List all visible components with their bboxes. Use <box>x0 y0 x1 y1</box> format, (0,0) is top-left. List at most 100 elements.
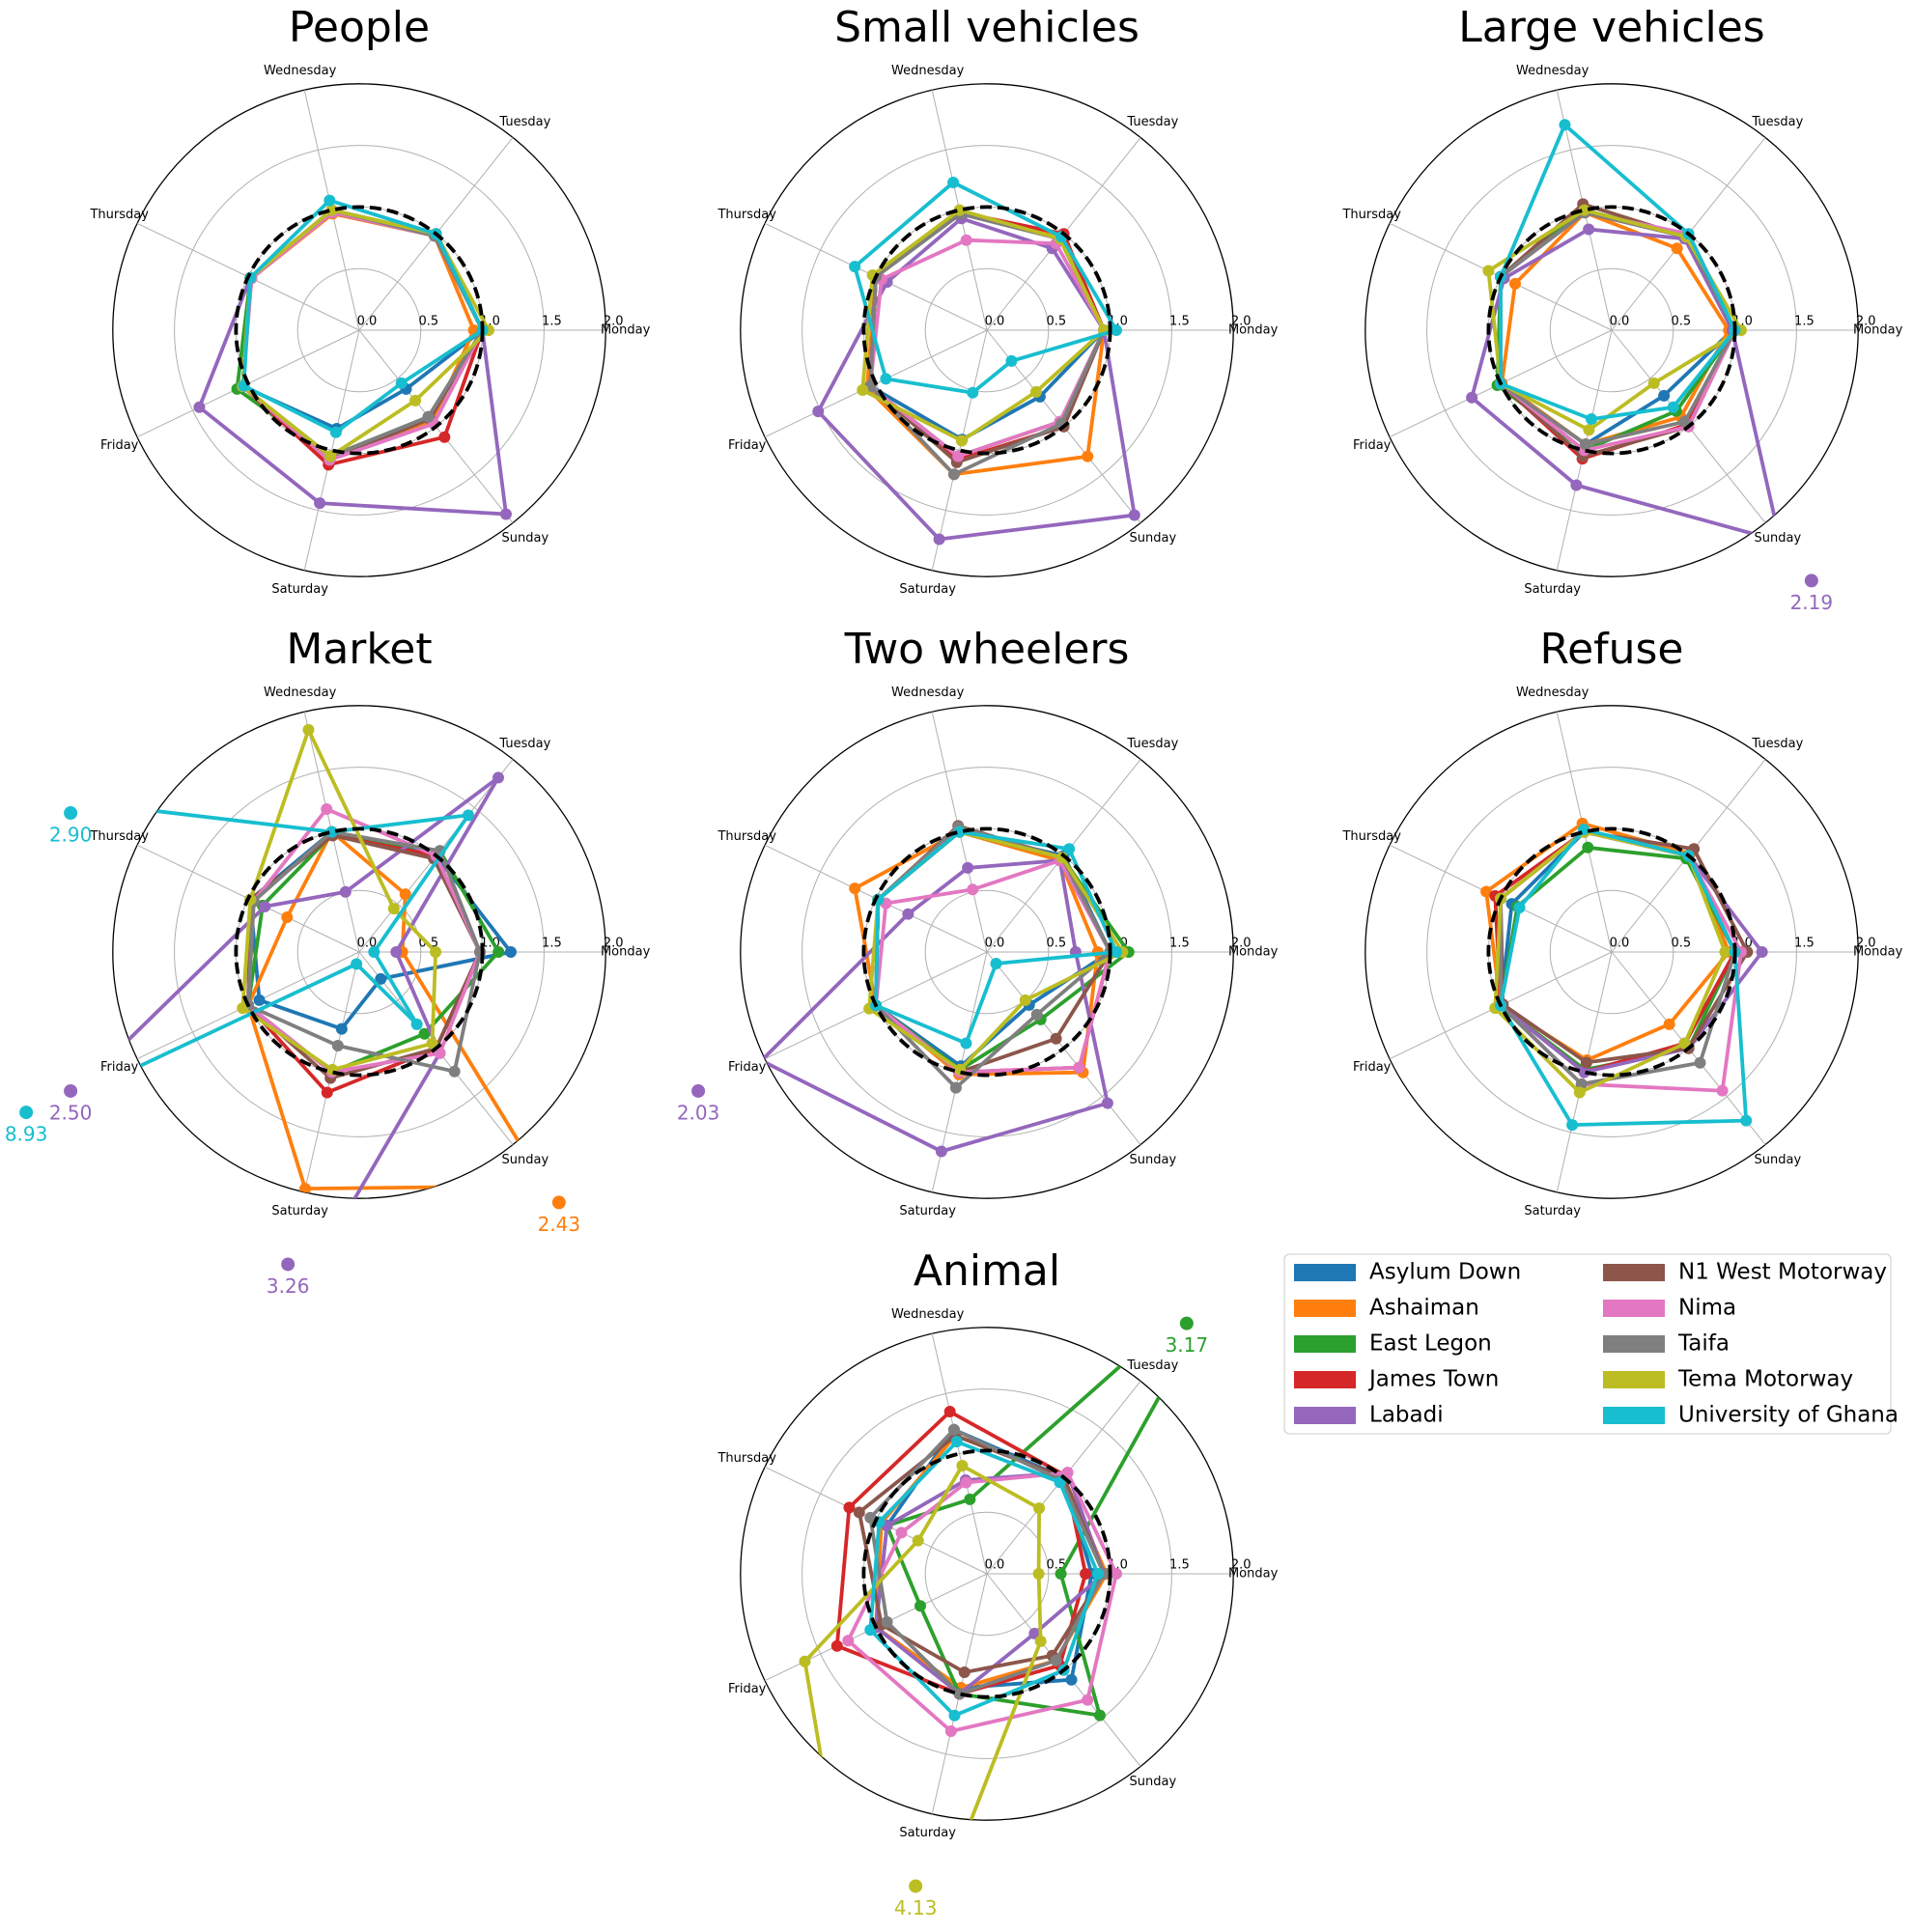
series-marker <box>438 431 451 443</box>
series-marker <box>351 958 363 970</box>
legend-swatch <box>1294 1407 1356 1424</box>
chart-title: Market <box>286 625 432 674</box>
series-line <box>1500 210 1731 447</box>
r-tick-label: 2.0 <box>1231 937 1252 951</box>
series-marker <box>1019 994 1031 1006</box>
category-label: Thursday <box>89 829 149 844</box>
series-marker <box>958 1666 971 1679</box>
series-group <box>759 820 1135 1158</box>
category-label: Wednesday <box>1516 64 1589 78</box>
series-marker <box>368 946 380 958</box>
series-marker <box>948 1709 961 1722</box>
chart-title: Refuse <box>1539 625 1683 674</box>
outer-frame <box>1364 83 1859 577</box>
series-marker <box>947 176 960 188</box>
category-label: Thursday <box>717 1451 776 1466</box>
series-marker <box>1658 389 1671 402</box>
category-label: Sunday <box>1755 1153 1802 1167</box>
value-label: 2.50 <box>49 1101 93 1124</box>
category-label: Saturday <box>271 582 328 597</box>
series-marker <box>944 1724 957 1737</box>
category-label: Monday <box>1853 323 1903 338</box>
category-label: Sunday <box>502 1153 549 1167</box>
category-label: Tuesday <box>1126 1358 1178 1373</box>
series-marker <box>299 1183 312 1195</box>
series-marker <box>1719 946 1731 958</box>
series-line <box>241 198 485 434</box>
value-label: 3.17 <box>1166 1333 1209 1357</box>
series-marker <box>967 386 979 399</box>
series-marker <box>1128 509 1140 521</box>
series-marker <box>325 826 338 838</box>
reference-circle <box>861 826 1112 1078</box>
legend-frame <box>1283 1253 1892 1435</box>
series-marker <box>1667 401 1679 413</box>
series-line <box>759 858 1110 1154</box>
series-marker <box>830 1639 843 1652</box>
series-marker <box>1480 885 1493 898</box>
series-marker <box>1028 1627 1041 1639</box>
series-marker <box>237 1002 249 1015</box>
overflow-marker <box>1804 574 1818 588</box>
series-line <box>802 1464 1043 1821</box>
r-tick-label: 0.0 <box>985 1558 1005 1573</box>
series-marker <box>193 401 206 413</box>
series-group <box>1480 817 1768 1132</box>
series-marker <box>387 903 400 915</box>
r-tick-label: 0.0 <box>357 315 378 329</box>
r-tick-label: 0.5 <box>1046 315 1066 329</box>
series-marker <box>409 394 422 406</box>
value-label: 4.13 <box>894 1896 938 1919</box>
legend-swatch <box>1294 1300 1356 1317</box>
legend-label: Asylum Down <box>1369 1260 1521 1285</box>
value-label: 2.19 <box>1790 591 1834 614</box>
series-marker <box>960 1037 972 1050</box>
category-label: Thursday <box>1341 829 1401 844</box>
series-marker <box>1559 119 1571 131</box>
series-marker <box>302 723 315 736</box>
series-marker <box>962 861 974 874</box>
series-marker <box>947 1423 960 1436</box>
r-tick-label: 1.5 <box>542 315 562 329</box>
series-marker <box>259 900 271 912</box>
r-tick-label: 0.5 <box>1671 315 1691 329</box>
category-label: Monday <box>1853 945 1903 960</box>
value-label: 3.26 <box>267 1274 310 1298</box>
r-tick-label: 1.5 <box>542 937 562 951</box>
overflow-marker <box>551 1195 566 1210</box>
series-marker <box>1756 946 1768 958</box>
series-marker <box>426 1037 438 1050</box>
series-marker <box>843 1501 856 1514</box>
series-marker <box>1508 277 1521 290</box>
series-marker <box>331 1040 344 1052</box>
series-line <box>868 1427 1107 1696</box>
series-marker <box>430 946 442 958</box>
r-tick-label: 0.5 <box>1671 937 1691 951</box>
series-marker <box>410 1018 423 1030</box>
reference-circle <box>1486 205 1737 456</box>
value-label: 8.93 <box>5 1123 48 1146</box>
series-marker <box>864 1624 877 1637</box>
series-line <box>1470 227 1783 544</box>
series-marker <box>504 946 517 958</box>
series-marker <box>434 1047 446 1059</box>
r-tick-label: 0.5 <box>418 315 438 329</box>
category-label: Thursday <box>717 208 776 222</box>
series-marker <box>339 885 352 898</box>
series-line <box>868 1440 1100 1718</box>
series-marker <box>395 377 408 389</box>
series-marker <box>949 1081 962 1094</box>
series-line <box>853 181 1118 395</box>
series-marker <box>324 450 337 462</box>
series-marker <box>857 384 869 397</box>
category-label: Thursday <box>1341 208 1401 222</box>
overflow-marker <box>1179 1316 1194 1330</box>
series-marker <box>253 994 266 1006</box>
series-marker <box>953 1688 966 1700</box>
category-label: Sunday <box>1130 1775 1177 1789</box>
series-line <box>240 728 437 1072</box>
r-tick-label: 0.0 <box>985 937 1005 951</box>
